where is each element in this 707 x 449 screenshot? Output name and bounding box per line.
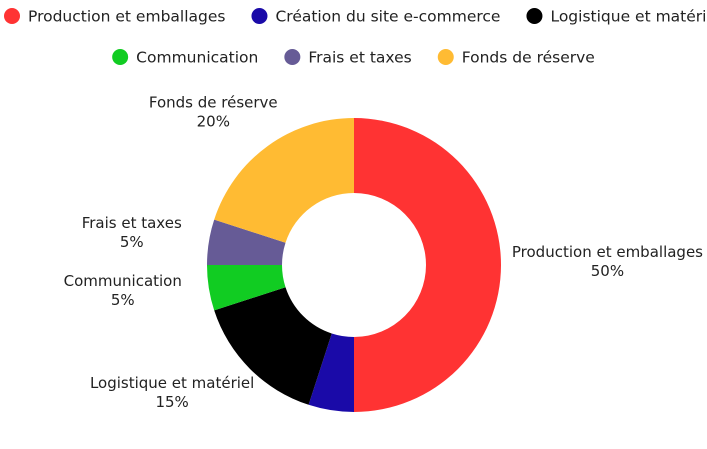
slice-label-value: 50% xyxy=(591,262,624,280)
legend-item-frais-et-taxes[interactable]: Frais et taxes xyxy=(284,49,412,67)
slice-label-name: Frais et taxes xyxy=(82,214,182,232)
slice-production-et-emballages[interactable] xyxy=(354,118,501,412)
legend-marker xyxy=(284,49,301,65)
legend-marker xyxy=(251,8,268,24)
slices xyxy=(207,118,501,412)
slice-creation-du-site-e-commerce[interactable] xyxy=(308,333,354,412)
legend-label: Communication xyxy=(136,49,258,67)
slice-label-name: Fonds de réserve xyxy=(149,93,278,111)
slice-label-value: 20% xyxy=(197,112,230,130)
legend-label: Production et emballages xyxy=(28,8,225,26)
slice-label-name: Communication xyxy=(64,272,182,290)
legend-item-logistique-et-materiel[interactable]: Logistique et matériel xyxy=(526,8,707,26)
legend-item-fonds-de-reserve[interactable]: Fonds de réserve xyxy=(437,49,595,67)
slice-label-name: Logistique et matériel xyxy=(90,374,254,392)
legend-marker xyxy=(526,8,543,24)
slice-label-value: 15% xyxy=(155,393,188,411)
legend-label: Logistique et matériel xyxy=(550,8,707,26)
slice-communication[interactable] xyxy=(207,265,286,311)
legend-marker xyxy=(112,49,129,65)
slice-logistique-et-materiel[interactable] xyxy=(214,287,332,405)
legend-label: Création du site e-commerce xyxy=(275,8,500,26)
legend-item-communication[interactable]: Communication xyxy=(112,49,258,67)
legend-marker xyxy=(4,8,20,24)
slice-fonds-de-reserve[interactable] xyxy=(214,118,354,243)
legend-label: Fonds de réserve xyxy=(462,49,595,67)
slice-label-value: 5% xyxy=(120,233,144,251)
legend: Production et emballages Création du site… xyxy=(4,8,707,67)
legend-item-production-et-emballages[interactable]: Production et emballages xyxy=(4,8,225,26)
slice-label-name: Production et emballages xyxy=(512,243,703,261)
slice-label-value: 5% xyxy=(111,291,135,309)
legend-marker xyxy=(437,49,454,65)
legend-label: Frais et taxes xyxy=(308,49,411,67)
legend-item-creation-du-site-e-commerce[interactable]: Création du site e-commerce xyxy=(251,8,500,26)
slice-frais-et-taxes[interactable] xyxy=(207,219,286,265)
